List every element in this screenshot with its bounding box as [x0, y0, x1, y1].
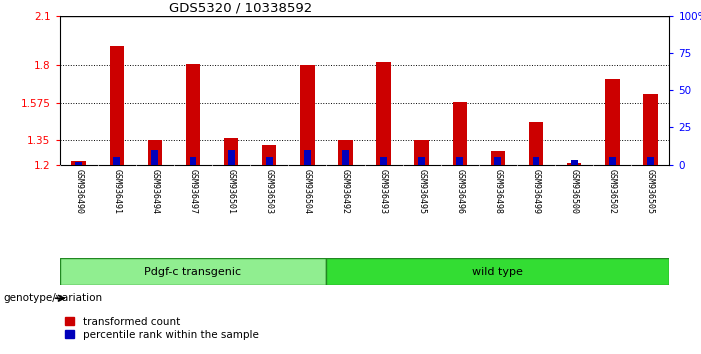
Bar	[148, 140, 162, 165]
Bar	[567, 163, 581, 165]
Text: Pdgf-c transgenic: Pdgf-c transgenic	[144, 267, 242, 277]
Bar	[491, 152, 505, 165]
Text: GSM936499: GSM936499	[531, 169, 540, 214]
Text: genotype/variation: genotype/variation	[4, 293, 102, 303]
Bar	[75, 162, 82, 165]
Bar	[304, 150, 311, 165]
Text: GSM936496: GSM936496	[456, 169, 464, 214]
Text: GSM936494: GSM936494	[151, 169, 159, 214]
Text: GSM936495: GSM936495	[417, 169, 426, 214]
Bar	[529, 122, 543, 165]
Text: GDS5320 / 10338592: GDS5320 / 10338592	[170, 2, 313, 15]
Bar	[414, 140, 429, 165]
Bar	[571, 160, 578, 165]
Bar	[266, 157, 273, 165]
Legend: transformed count, percentile rank within the sample: transformed count, percentile rank withi…	[64, 317, 259, 340]
Text: GSM936502: GSM936502	[608, 169, 617, 214]
Bar	[643, 93, 658, 165]
Bar	[189, 157, 196, 165]
Bar	[533, 157, 540, 165]
Bar	[376, 62, 391, 165]
Text: wild type: wild type	[472, 267, 524, 277]
Bar	[72, 161, 86, 165]
Text: GSM936500: GSM936500	[570, 169, 578, 214]
Text: GSM936505: GSM936505	[646, 169, 655, 214]
Bar	[605, 79, 620, 165]
Text: GSM936493: GSM936493	[379, 169, 388, 214]
Text: GSM936490: GSM936490	[74, 169, 83, 214]
Bar	[494, 157, 501, 165]
Bar	[151, 150, 158, 165]
Bar	[114, 157, 120, 165]
Bar	[380, 157, 387, 165]
Bar	[186, 64, 200, 165]
Text: GSM936492: GSM936492	[341, 169, 350, 214]
Text: GSM936501: GSM936501	[226, 169, 236, 214]
Bar	[228, 150, 235, 165]
Bar	[647, 157, 654, 165]
Bar	[262, 145, 276, 165]
Bar	[456, 157, 463, 165]
Bar	[300, 65, 315, 165]
Bar	[109, 46, 124, 165]
Bar	[418, 157, 425, 165]
Bar	[338, 140, 353, 165]
Text: GSM936503: GSM936503	[265, 169, 273, 214]
Bar	[224, 138, 238, 165]
Bar	[60, 258, 327, 285]
Text: GSM936497: GSM936497	[189, 169, 198, 214]
Text: GSM936504: GSM936504	[303, 169, 312, 214]
Bar	[609, 157, 615, 165]
Bar	[327, 258, 669, 285]
Bar	[342, 150, 349, 165]
Bar	[453, 102, 467, 165]
Text: GSM936498: GSM936498	[494, 169, 503, 214]
Text: GSM936491: GSM936491	[112, 169, 121, 214]
